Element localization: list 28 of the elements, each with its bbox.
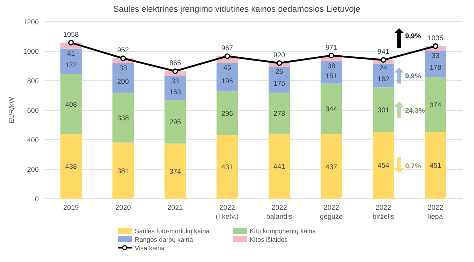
bar <box>112 63 134 93</box>
bar <box>372 88 394 132</box>
bar <box>320 62 342 84</box>
bar <box>164 144 186 199</box>
chart-title: Saulės elektrinės įrengimo vidutinės kainos dedamosios Lietuvoje <box>113 4 361 14</box>
point <box>120 56 126 62</box>
point <box>276 60 282 66</box>
point <box>380 57 386 64</box>
bar <box>372 132 394 199</box>
point <box>432 44 439 50</box>
bar <box>60 48 82 74</box>
bar <box>425 51 446 78</box>
point <box>68 40 74 46</box>
bar <box>216 135 238 199</box>
bar <box>268 134 290 199</box>
point <box>172 68 178 74</box>
bar <box>320 134 342 199</box>
bar <box>320 84 342 135</box>
bar <box>60 74 82 134</box>
bar <box>216 92 238 136</box>
bar <box>164 100 186 144</box>
bar <box>60 134 82 199</box>
bar <box>268 92 290 134</box>
bar <box>112 92 134 143</box>
point <box>328 52 334 59</box>
bar <box>425 132 446 199</box>
bar <box>112 142 134 199</box>
bar <box>425 77 446 132</box>
